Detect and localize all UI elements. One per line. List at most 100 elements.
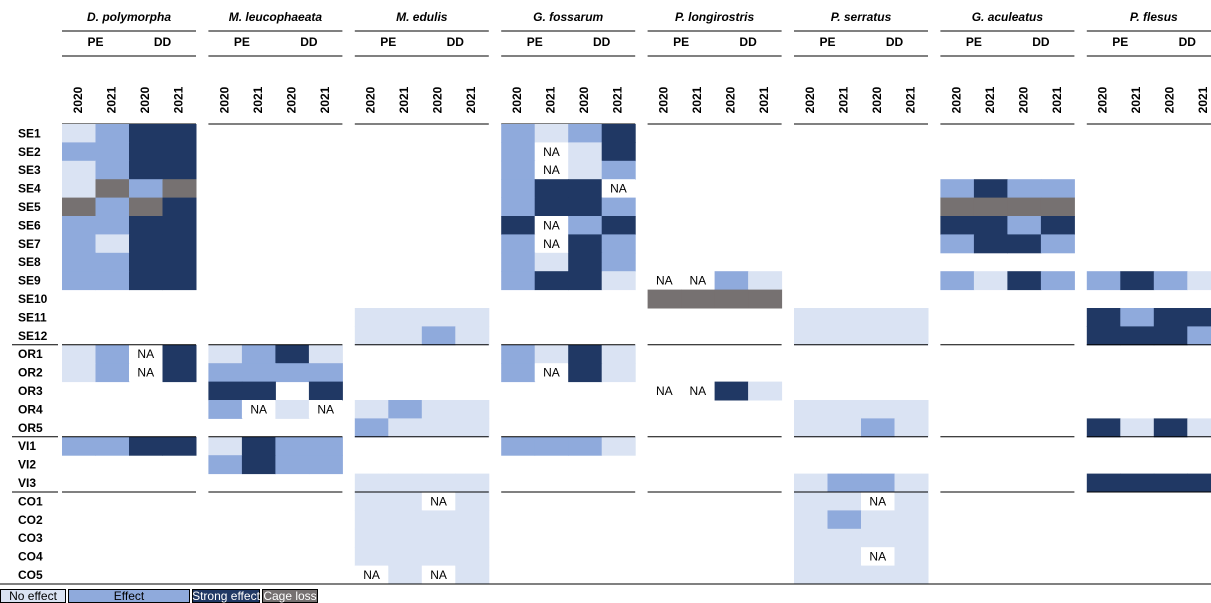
- cell: [354, 528, 389, 548]
- na-label: NA: [543, 163, 560, 177]
- cell: [894, 547, 929, 567]
- legend-label: Cage loss: [263, 589, 316, 603]
- cell: [601, 160, 636, 180]
- group-label: PE: [673, 35, 689, 49]
- cell: [129, 160, 163, 180]
- cell: [827, 492, 862, 511]
- cell: [62, 197, 96, 217]
- cell: [162, 234, 197, 254]
- cell: [388, 308, 423, 327]
- cell: [354, 308, 389, 327]
- cell: [568, 436, 603, 456]
- cell: [354, 326, 389, 346]
- cell: [794, 326, 828, 346]
- na-cell: [534, 234, 569, 253]
- na-cell: [421, 492, 456, 511]
- cell: [129, 197, 163, 217]
- cell: [455, 326, 490, 346]
- cell: [354, 492, 389, 511]
- cell: [95, 197, 130, 217]
- cell: [534, 179, 569, 199]
- cell: [1120, 418, 1155, 438]
- row-label: VI3: [18, 476, 36, 490]
- na-cell: [534, 142, 569, 161]
- cell: [568, 252, 603, 272]
- na-label: NA: [869, 494, 886, 508]
- year-label: 2021: [251, 86, 265, 113]
- cell: [129, 216, 163, 235]
- cell: [501, 160, 536, 180]
- cell: [95, 344, 130, 364]
- cell: [208, 363, 243, 383]
- cell: [794, 565, 828, 585]
- row-label: OR5: [18, 421, 43, 435]
- cell: [973, 271, 1008, 291]
- na-cell: [647, 271, 682, 290]
- cell: [568, 179, 603, 199]
- na-cell: [534, 216, 569, 235]
- cell: [129, 271, 163, 291]
- cell: [748, 289, 783, 309]
- row-label: SE5: [18, 200, 41, 214]
- na-label: NA: [543, 237, 560, 251]
- year-label: 2021: [903, 86, 917, 113]
- na-cell: [421, 565, 456, 584]
- cell: [455, 308, 490, 327]
- group-label: PE: [1112, 35, 1128, 49]
- cell: [601, 436, 636, 456]
- species-name: G. aculeatus: [972, 10, 1044, 24]
- cell: [275, 436, 310, 456]
- cell: [748, 271, 783, 291]
- cell: [95, 216, 130, 235]
- cell: [354, 400, 389, 419]
- cell: [1187, 418, 1211, 438]
- species-name: P. longirostris: [675, 10, 754, 24]
- cell: [568, 142, 603, 162]
- cell: [455, 418, 490, 438]
- cell: [95, 160, 130, 180]
- cell: [827, 547, 862, 567]
- row-label: OR4: [18, 402, 43, 416]
- na-cell: [534, 363, 569, 382]
- cell: [894, 565, 929, 585]
- cell: [1007, 179, 1042, 199]
- cell: [1040, 216, 1075, 235]
- cell: [1040, 179, 1075, 199]
- cell: [894, 473, 929, 493]
- cell: [940, 179, 975, 199]
- cell: [681, 289, 716, 309]
- cell: [455, 473, 490, 493]
- year-label: 2020: [284, 86, 298, 113]
- species-name: M. leucophaeata: [229, 10, 323, 24]
- cell: [95, 271, 130, 291]
- cell: [275, 400, 310, 419]
- group-label: DD: [300, 35, 318, 49]
- year-label: 2020: [1016, 86, 1030, 113]
- cell: [1086, 308, 1121, 327]
- year-label: 2021: [171, 86, 185, 113]
- cell: [162, 271, 197, 291]
- cell: [62, 216, 96, 235]
- cell: [827, 510, 862, 530]
- cell: [388, 510, 423, 530]
- cell: [208, 400, 243, 419]
- year-label: 2021: [544, 86, 558, 113]
- year-label: 2021: [104, 86, 118, 113]
- cell: [62, 252, 96, 272]
- cell: [1153, 418, 1188, 438]
- cell: [208, 381, 243, 401]
- cell: [208, 455, 243, 475]
- na-cell: [241, 400, 276, 419]
- cell: [940, 234, 975, 254]
- group-label: PE: [234, 35, 250, 49]
- cell: [534, 252, 569, 272]
- row-label: SE8: [18, 255, 41, 269]
- cell: [455, 510, 490, 530]
- cell: [95, 234, 130, 254]
- na-cell: [308, 400, 343, 419]
- na-cell: [129, 363, 163, 382]
- cell: [714, 271, 749, 291]
- cell: [501, 179, 536, 199]
- cell: [388, 400, 423, 419]
- cell: [940, 271, 975, 291]
